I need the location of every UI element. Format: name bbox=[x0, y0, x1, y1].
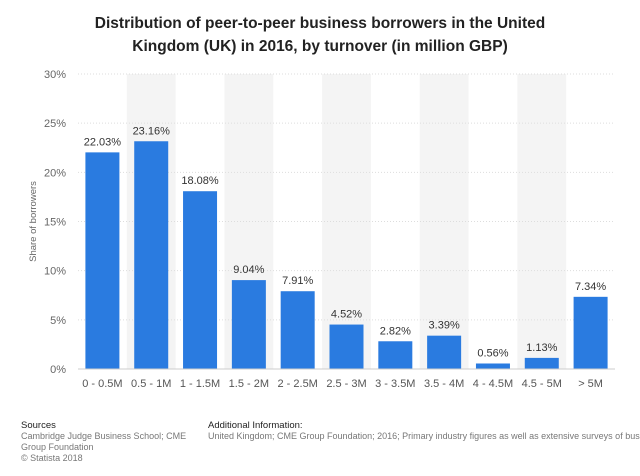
x-tick-label: 3.5 - 4M bbox=[424, 378, 464, 390]
x-tick-label: 1 - 1.5M bbox=[180, 378, 220, 390]
x-tick-label: 0.5 - 1M bbox=[131, 378, 171, 390]
y-tick-label: 5% bbox=[50, 315, 66, 327]
data-label: 4.52% bbox=[331, 309, 362, 321]
x-tick-label: 2.5 - 3M bbox=[326, 378, 366, 390]
value-labels: 22.03% 23.16% 18.08% 9.04% 7.91% 4.52% 2.82% 3.… bbox=[84, 125, 607, 359]
data-label: 7.91% bbox=[282, 275, 313, 287]
data-label: 3.39% bbox=[429, 320, 460, 332]
data-label: 7.34% bbox=[575, 281, 606, 293]
x-axis-ticks: 0 - 0.5M 0.5 - 1M 1 - 1.5M 1.5 - 2M 2 - 2.5M… bbox=[82, 378, 603, 390]
x-tick-label: > 5M bbox=[578, 378, 603, 390]
data-label: 23.16% bbox=[133, 125, 171, 137]
y-axis-ticks: 0% 5% 10% 15% 20% 25% 30% bbox=[44, 69, 66, 376]
x-tick-label: 4.5 - 5M bbox=[522, 378, 562, 390]
y-tick-label: 0% bbox=[50, 364, 66, 376]
y-axis-label: Share of borrowers bbox=[28, 181, 39, 262]
bar bbox=[134, 141, 169, 369]
bar bbox=[378, 341, 413, 369]
bar bbox=[280, 291, 315, 369]
y-tick-label: 15% bbox=[44, 217, 66, 229]
footer: Sources Cambridge Judge Business School;… bbox=[21, 420, 640, 476]
chart-title-line-1: Distribution of peer-to-peer business bo… bbox=[94, 15, 546, 32]
x-tick-label: 4 - 4.5M bbox=[473, 378, 513, 390]
x-tick-label: 2 - 2.5M bbox=[278, 378, 318, 390]
sources-heading: Sources bbox=[21, 420, 56, 431]
bar bbox=[85, 152, 120, 369]
bar-chart: 0% 5% 10% 15% 20% 25% 30% 22.03% 23.16% 18.08% 9.… bbox=[28, 69, 615, 390]
bar bbox=[475, 363, 510, 369]
x-tick-label: 1.5 - 2M bbox=[229, 378, 269, 390]
data-label: 0.56% bbox=[477, 347, 508, 359]
additional-info-block: Additional Information: United Kingdom; … bbox=[208, 420, 640, 442]
sources-block: Sources Cambridge Judge Business School;… bbox=[21, 420, 205, 453]
data-label: 18.08% bbox=[181, 175, 219, 187]
chart-title: Distribution of peer-to-peer business bo… bbox=[20, 12, 620, 58]
sources-text: Cambridge Judge Business School; CME Gro… bbox=[21, 431, 187, 452]
y-tick-label: 30% bbox=[44, 69, 66, 81]
gridlines bbox=[78, 73, 615, 321]
x-tick-label: 0 - 0.5M bbox=[82, 378, 122, 390]
bar bbox=[524, 357, 559, 369]
y-tick-label: 20% bbox=[44, 167, 66, 179]
x-tick-label: 3 - 3.5M bbox=[375, 378, 415, 390]
data-label: 22.03% bbox=[84, 136, 122, 148]
data-label: 2.82% bbox=[380, 325, 411, 337]
data-label: 1.13% bbox=[526, 342, 557, 354]
bar bbox=[231, 280, 266, 369]
copyright-text: © Statista 2018 bbox=[21, 453, 83, 463]
bar bbox=[183, 191, 218, 369]
bar bbox=[427, 335, 462, 369]
y-tick-label: 10% bbox=[44, 266, 66, 278]
bar bbox=[573, 296, 608, 369]
bars bbox=[85, 141, 608, 369]
additional-info-heading: Additional Information: bbox=[208, 420, 303, 431]
chart-title-line-2: Kingdom (UK) in 2016, by turnover (in mi… bbox=[132, 38, 508, 55]
y-tick-label: 25% bbox=[44, 118, 66, 130]
data-label: 9.04% bbox=[233, 264, 264, 276]
additional-info-text: United Kingdom; CME Group Foundation; 20… bbox=[208, 431, 640, 441]
bar bbox=[329, 324, 364, 369]
